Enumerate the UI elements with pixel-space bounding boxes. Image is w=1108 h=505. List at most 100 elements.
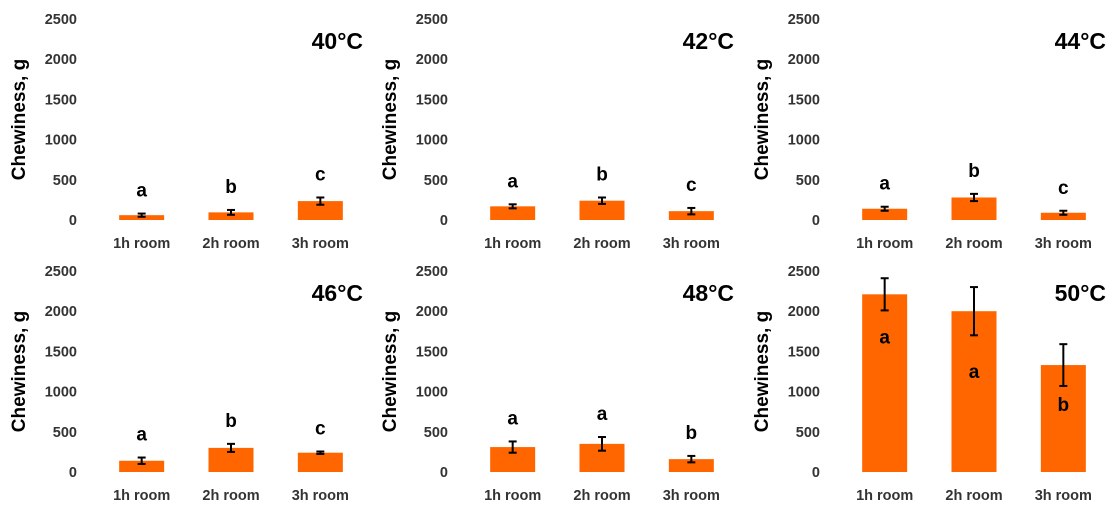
chart-panel-1: Chewiness, g 0 500 1000 1500 2000 2500 40°C a 1h … [9, 12, 363, 252]
significance-letter: b [596, 164, 608, 185]
y-tick-label: 2000 [45, 52, 77, 68]
panel-title: 50°C [1055, 280, 1106, 306]
y-tick-label: 1000 [416, 385, 448, 401]
y-tick-label: 1000 [416, 133, 448, 149]
bar [951, 311, 997, 472]
y-tick-label: 0 [440, 465, 448, 481]
x-category-label: 1h room [113, 236, 170, 252]
error-bar [316, 196, 325, 206]
bar [490, 206, 536, 220]
y-tick-label: 2500 [788, 12, 820, 28]
y-tick-label: 2500 [45, 12, 77, 28]
x-category-label: 3h room [663, 488, 720, 504]
significance-letter: b [225, 177, 237, 198]
y-tick-label: 2500 [416, 12, 448, 28]
y-tick-label: 1500 [45, 344, 77, 360]
y-tick-label: 1000 [45, 385, 77, 401]
panel-title: 48°C [683, 280, 734, 306]
bar [297, 201, 343, 220]
x-category-label: 3h room [663, 236, 720, 252]
bar [297, 452, 343, 472]
y-tick-label: 500 [53, 173, 77, 189]
bar [862, 208, 908, 220]
significance-letter: b [225, 411, 237, 432]
x-category-label: 3h room [292, 236, 349, 252]
y-tick-label: 0 [812, 465, 820, 481]
y-tick-label: 500 [796, 425, 820, 441]
y-tick-label: 1500 [788, 344, 820, 360]
y-tick-label: 0 [69, 465, 77, 481]
error-bar [970, 192, 978, 203]
y-tick-label: 2000 [416, 304, 448, 320]
x-category-label: 2h room [945, 488, 1002, 504]
bar [668, 459, 714, 472]
bar [668, 211, 714, 220]
y-tick-label: 500 [424, 425, 448, 441]
y-tick-label: 500 [53, 425, 77, 441]
x-category-label: 3h room [1035, 236, 1092, 252]
error-bar [137, 456, 146, 465]
y-tick-label: 2500 [416, 264, 448, 280]
error-bar [1059, 209, 1068, 216]
significance-letter: c [686, 175, 697, 196]
bar [1040, 212, 1086, 220]
significance-letter: a [879, 327, 890, 348]
y-tick-label: 0 [69, 213, 77, 229]
error-bar [970, 286, 978, 337]
y-axis-title: Chewiness, g [380, 59, 401, 180]
bar [579, 200, 625, 220]
y-tick-label: 500 [796, 173, 820, 189]
error-bar [1059, 343, 1068, 387]
x-category-label: 3h room [292, 488, 349, 504]
panel-title: 46°C [312, 280, 363, 306]
error-bar [316, 450, 325, 455]
y-tick-label: 2000 [788, 304, 820, 320]
error-bar [880, 277, 889, 312]
chart-panel-4: Chewiness, g 0 500 1000 1500 2000 2500 46°C a 1h … [9, 264, 363, 504]
chart-panel-3: Chewiness, g 0 500 1000 1500 2000 2500 44°C a 1h … [752, 12, 1106, 252]
x-category-label: 2h room [945, 236, 1002, 252]
y-tick-label: 1500 [45, 92, 77, 108]
x-category-label: 2h room [573, 236, 630, 252]
y-tick-label: 2000 [788, 52, 820, 68]
x-category-label: 2h room [202, 236, 259, 252]
x-category-label: 1h room [484, 236, 541, 252]
y-tick-label: 2500 [788, 264, 820, 280]
y-tick-label: 1000 [45, 133, 77, 149]
bar [119, 460, 165, 472]
bar [862, 294, 908, 472]
y-tick-label: 2500 [45, 264, 77, 280]
significance-letter: a [879, 174, 890, 195]
error-bar [508, 203, 517, 210]
y-tick-label: 0 [440, 213, 448, 229]
error-bar [137, 212, 146, 218]
significance-letter: a [507, 171, 518, 192]
error-bar [227, 208, 235, 216]
significance-letter: c [1058, 178, 1069, 199]
error-bar [687, 454, 696, 464]
significance-letter: b [968, 161, 980, 182]
significance-letter: c [315, 418, 326, 439]
significance-letter: a [969, 362, 980, 383]
significance-letter: b [1058, 395, 1070, 416]
x-category-label: 3h room [1035, 488, 1092, 504]
bar [951, 197, 997, 220]
y-tick-label: 500 [424, 173, 448, 189]
panel-title: 40°C [312, 28, 363, 54]
bar [208, 212, 254, 220]
y-axis-title: Chewiness, g [9, 311, 30, 432]
y-tick-label: 1000 [788, 385, 820, 401]
error-bar [508, 440, 517, 454]
error-bar [598, 436, 606, 452]
y-tick-label: 2000 [45, 304, 77, 320]
error-bar [598, 196, 606, 205]
chart-panel-2: Chewiness, g 0 500 1000 1500 2000 2500 42°C a 1h … [380, 12, 734, 252]
significance-letter: a [507, 408, 518, 429]
chart-panel-6: Chewiness, g 0 500 1000 1500 2000 2500 50°C a 1h … [752, 264, 1106, 504]
x-category-label: 2h room [573, 488, 630, 504]
x-category-label: 1h room [113, 488, 170, 504]
x-category-label: 2h room [202, 488, 259, 504]
y-tick-label: 0 [812, 213, 820, 229]
significance-letter: a [136, 181, 147, 202]
